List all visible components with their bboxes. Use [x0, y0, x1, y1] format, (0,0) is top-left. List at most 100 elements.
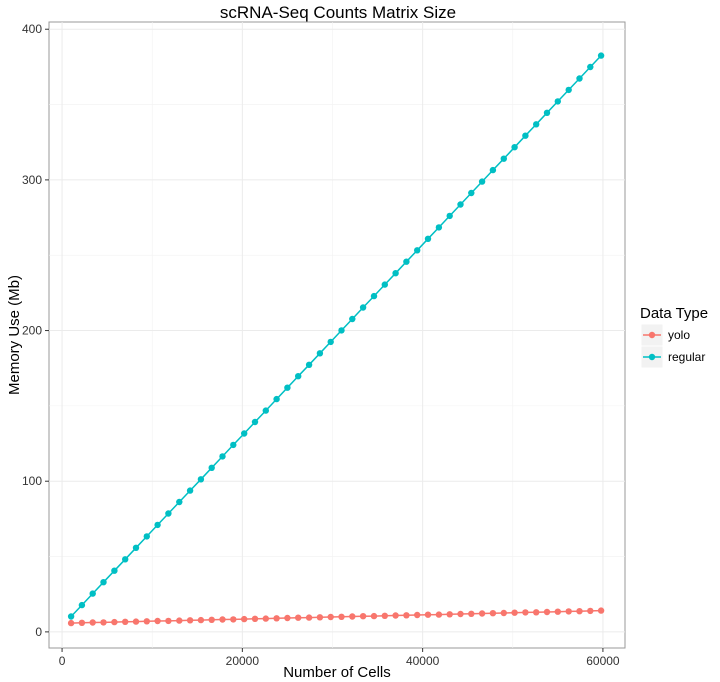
- data-point-regular: [565, 86, 572, 94]
- data-point-regular: [143, 533, 150, 540]
- data-point-regular: [500, 155, 507, 162]
- data-point-yolo: [543, 608, 551, 616]
- data-point-yolo: [230, 616, 237, 623]
- data-point-yolo: [511, 609, 518, 616]
- data-point-yolo: [457, 610, 464, 618]
- data-point-yolo: [143, 618, 150, 625]
- data-point-regular: [241, 430, 248, 437]
- data-point-yolo: [132, 618, 140, 625]
- data-point-yolo: [565, 608, 572, 615]
- data-point-regular: [338, 327, 345, 334]
- data-point-yolo: [489, 610, 497, 617]
- data-point-regular: [468, 189, 475, 197]
- data-point-regular: [219, 453, 226, 460]
- data-point-yolo: [186, 617, 194, 624]
- x-tick-label: 60000: [586, 654, 620, 668]
- data-point-regular: [522, 132, 529, 139]
- data-point-yolo: [165, 617, 172, 625]
- legend-key-point: [648, 353, 656, 361]
- data-point-regular: [295, 373, 302, 380]
- data-point-regular: [587, 63, 594, 71]
- data-point-yolo: [381, 612, 388, 619]
- data-point-regular: [186, 487, 194, 494]
- data-point-regular: [305, 361, 313, 368]
- data-point-yolo: [500, 609, 507, 617]
- series-regular: [67, 52, 605, 620]
- data-point-regular: [359, 304, 367, 311]
- data-point-yolo: [576, 608, 583, 615]
- series-yolo: [67, 607, 605, 627]
- data-point-regular: [424, 235, 432, 242]
- x-tick-label: 20000: [226, 654, 260, 668]
- y-tick-label: 0: [35, 625, 42, 639]
- data-point-yolo: [392, 612, 399, 619]
- data-point-regular: [100, 579, 107, 586]
- data-point-regular: [457, 201, 464, 208]
- legend-label-regular: regular: [668, 350, 705, 364]
- legend-label-yolo: yolo: [668, 328, 690, 342]
- data-point-yolo: [522, 609, 529, 616]
- data-point-regular: [316, 350, 324, 357]
- data-point-yolo: [316, 614, 324, 621]
- x-axis-title: Number of Cells: [283, 664, 391, 681]
- data-point-regular: [262, 407, 269, 414]
- data-point-regular: [67, 613, 75, 620]
- data-point-regular: [543, 109, 551, 117]
- data-point-yolo: [197, 616, 205, 624]
- series-layer: [67, 52, 605, 627]
- data-point-regular: [435, 224, 443, 231]
- data-point-regular: [230, 441, 237, 449]
- data-point-regular: [511, 144, 518, 151]
- data-point-yolo: [338, 613, 345, 620]
- data-point-yolo: [597, 607, 605, 614]
- data-point-yolo: [424, 611, 432, 618]
- data-point-regular: [576, 75, 583, 82]
- data-point-regular: [284, 384, 291, 391]
- data-point-yolo: [349, 613, 356, 620]
- data-point-yolo: [67, 619, 75, 627]
- data-point-regular: [208, 464, 215, 471]
- data-point-yolo: [478, 610, 486, 617]
- data-point-regular: [176, 498, 183, 506]
- y-tick-label: 200: [22, 324, 42, 338]
- data-point-regular: [370, 292, 378, 300]
- data-point-regular: [165, 510, 172, 517]
- data-point-yolo: [111, 618, 118, 626]
- data-point-regular: [597, 52, 605, 59]
- data-point-yolo: [241, 615, 248, 623]
- data-point-yolo: [78, 619, 86, 626]
- data-point-yolo: [89, 619, 96, 626]
- data-point-regular: [251, 418, 259, 426]
- y-axis-title: Memory Use (Mb): [6, 275, 23, 395]
- y-tick-label: 400: [22, 22, 42, 36]
- data-point-regular: [403, 258, 410, 265]
- x-tick-label: 0: [59, 654, 66, 668]
- data-point-yolo: [100, 619, 107, 626]
- data-point-yolo: [414, 611, 421, 619]
- legend-title: Data Type: [640, 305, 708, 322]
- data-point-regular: [327, 338, 334, 346]
- data-point-regular: [446, 212, 453, 220]
- data-point-yolo: [403, 612, 410, 619]
- data-point-yolo: [587, 607, 594, 615]
- data-point-yolo: [262, 615, 269, 622]
- data-point-regular: [122, 556, 129, 563]
- chart-title: scRNA-Seq Counts Matrix Size: [220, 3, 456, 22]
- legend-key-point: [648, 331, 656, 339]
- y-tick-label: 100: [22, 474, 42, 488]
- data-point-yolo: [284, 614, 291, 622]
- data-point-regular: [489, 166, 497, 174]
- data-point-regular: [554, 98, 561, 105]
- data-point-regular: [414, 247, 421, 254]
- data-point-regular: [89, 590, 96, 597]
- data-point-regular: [381, 281, 388, 288]
- y-axis: 0 100 200 300 400: [22, 22, 49, 639]
- y-tick-label: 300: [22, 173, 42, 187]
- data-point-regular: [349, 315, 356, 323]
- data-point-yolo: [435, 611, 443, 618]
- data-point-regular: [78, 601, 86, 609]
- data-point-yolo: [533, 609, 540, 616]
- data-point-yolo: [468, 610, 475, 617]
- data-point-regular: [154, 521, 161, 529]
